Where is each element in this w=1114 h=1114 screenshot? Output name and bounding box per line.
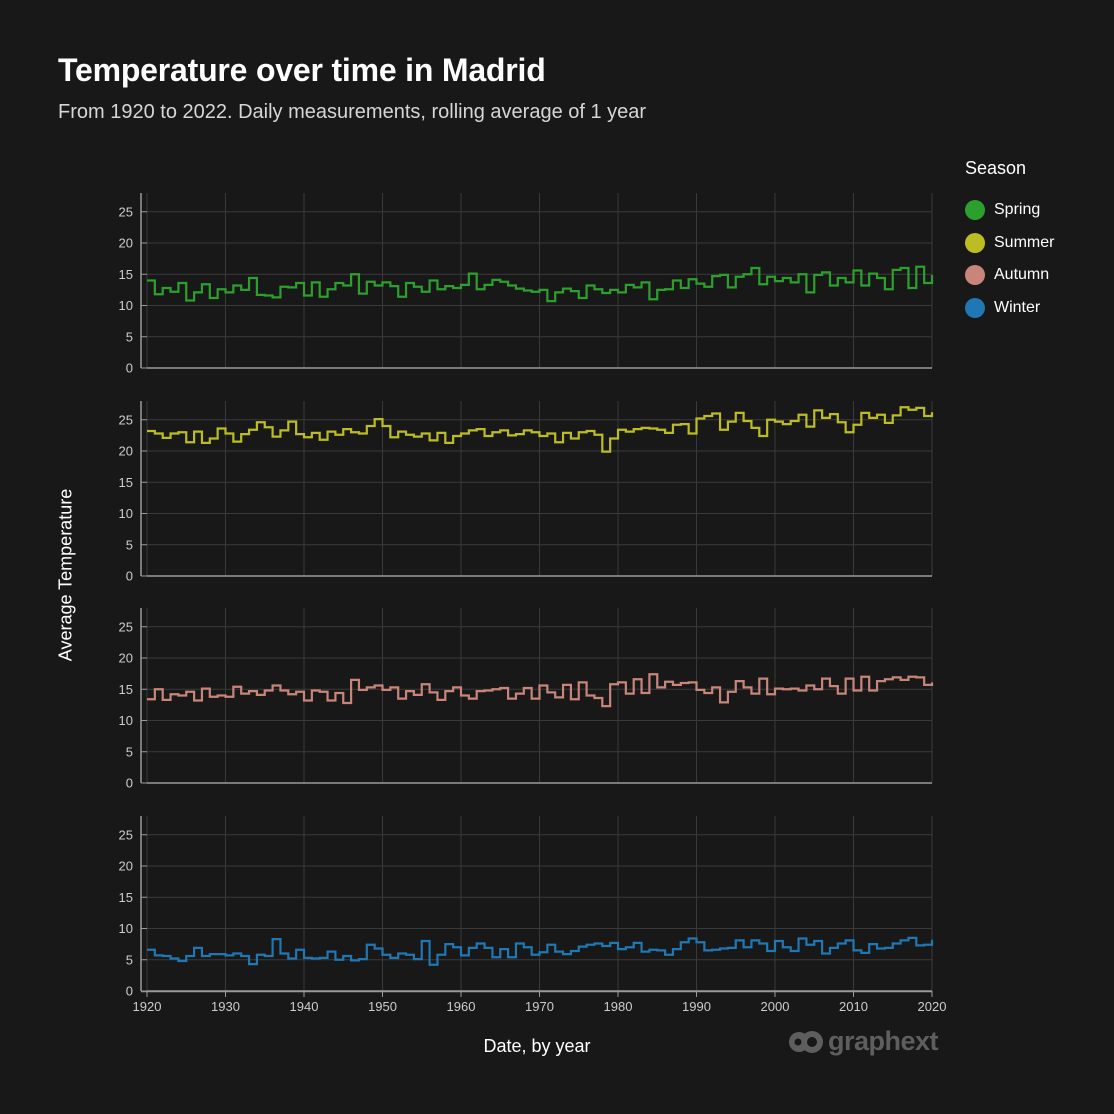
autumn-series-line (147, 673, 934, 708)
y-tick-label: 10 (119, 298, 133, 313)
y-tick-label: 0 (126, 569, 133, 584)
spring-series-line (147, 265, 934, 303)
legend-item-autumn[interactable]: Autumn (965, 259, 1054, 292)
x-tick-label: 1930 (211, 999, 240, 1014)
y-tick-label: 5 (126, 952, 133, 967)
legend: Season Spring Summer Autumn Winter (965, 158, 1054, 324)
winter-series-line (147, 936, 934, 966)
y-tick-label: 5 (126, 744, 133, 759)
graphext-logo-text: graphext (828, 1026, 939, 1056)
x-tick-label: 1960 (447, 999, 476, 1014)
y-tick-label: 0 (126, 984, 133, 999)
y-tick-label: 10 (119, 506, 133, 521)
y-axis-label: Average Temperature (55, 488, 76, 662)
y-tick-label: 25 (119, 412, 133, 427)
y-tick-label: 5 (126, 329, 133, 344)
x-tick-label: 1980 (604, 999, 633, 1014)
summer-series-line (147, 406, 934, 453)
y-tick-label: 5 (126, 537, 133, 552)
x-tick-label: 1990 (682, 999, 711, 1014)
legend-swatch (965, 200, 985, 221)
legend-item-spring[interactable]: Spring (965, 194, 1054, 227)
x-tick-label: 2020 (918, 999, 947, 1014)
chart-subtitle: From 1920 to 2022. Daily measurements, r… (58, 101, 647, 123)
legend-item-summer[interactable]: Summer (965, 227, 1054, 260)
y-tick-label: 10 (119, 713, 133, 728)
y-tick-label: 0 (126, 776, 133, 791)
legend-label: Summer (994, 233, 1055, 251)
legend-swatch (965, 232, 985, 253)
y-tick-label: 20 (119, 651, 133, 666)
y-tick-label: 15 (119, 890, 133, 905)
x-axis-label: Date, by year (483, 1036, 591, 1056)
y-tick-label: 25 (119, 619, 133, 634)
legend-swatch (965, 297, 985, 318)
y-tick-label: 15 (119, 475, 133, 490)
chart-title: Temperature over time in Madrid (58, 52, 546, 88)
graphext-logo-icon (789, 1030, 823, 1053)
x-tick-label: 2010 (839, 999, 868, 1014)
x-tick-label: 1920 (133, 999, 162, 1014)
legend-swatch (965, 265, 985, 286)
x-tick-label: 1940 (290, 999, 319, 1014)
y-tick-label: 20 (119, 859, 133, 874)
y-tick-label: 15 (119, 267, 133, 282)
y-tick-label: 25 (119, 204, 133, 219)
y-tick-label: 25 (119, 827, 133, 842)
y-tick-label: 20 (119, 236, 133, 251)
y-tick-label: 10 (119, 921, 133, 936)
legend-label: Autumn (994, 266, 1050, 284)
legend-title: Season (965, 158, 1027, 178)
legend-item-winter[interactable]: Winter (965, 292, 1054, 325)
x-tick-label: 1950 (368, 999, 397, 1014)
y-tick-label: 20 (119, 444, 133, 459)
x-tick-label: 2000 (761, 999, 790, 1014)
y-tick-label: 0 (126, 361, 133, 376)
graphext-logo: graphext (788, 1026, 939, 1057)
legend-label: Spring (994, 201, 1041, 219)
y-tick-label: 15 (119, 682, 133, 697)
x-tick-label: 1970 (525, 999, 554, 1014)
legend-label: Winter (994, 298, 1041, 316)
